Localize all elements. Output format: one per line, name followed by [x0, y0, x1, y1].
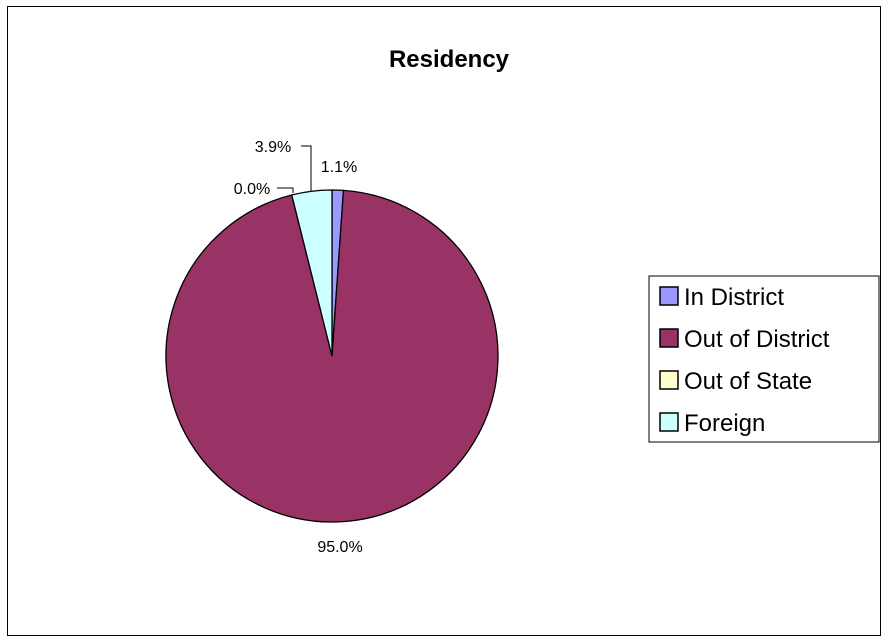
leader-line-foreign — [301, 145, 312, 192]
data-label-foreign: 3.9% — [255, 139, 291, 156]
legend: In District Out of District Out of State Fo… — [648, 275, 880, 443]
leader-line-out-of-state — [277, 187, 294, 193]
data-label-out-of-state: 0.0% — [234, 181, 270, 198]
legend-swatch-foreign — [659, 412, 679, 432]
data-label-out-of-district: 95.0% — [317, 539, 362, 556]
chart-title: Residency — [389, 46, 510, 73]
leader-lines — [277, 145, 312, 193]
legend-swatch-in-district — [659, 286, 679, 306]
data-labels: 1.1% 95.0% 0.0% 3.9% — [234, 139, 363, 556]
legend-entry-out-of-district: Out of District — [659, 326, 830, 353]
legend-swatch-out-of-state — [659, 370, 679, 390]
legend-box — [648, 275, 880, 443]
legend-label-foreign: Foreign — [684, 410, 765, 437]
data-label-in-district: 1.1% — [321, 159, 357, 176]
legend-entry-out-of-state: Out of State — [659, 368, 812, 395]
legend-entry-foreign: Foreign — [659, 410, 765, 437]
pie-slice-foreign — [290, 189, 333, 357]
pie-slices — [165, 189, 499, 523]
legend-label-out-of-district: Out of District — [684, 326, 830, 353]
legend-entry-in-district: In District — [659, 284, 784, 311]
legend-label-in-district: In District — [684, 284, 784, 311]
pie-slice-out-of-district — [165, 189, 499, 523]
legend-swatch-out-of-district — [659, 328, 679, 348]
legend-label-out-of-state: Out of State — [684, 368, 812, 395]
